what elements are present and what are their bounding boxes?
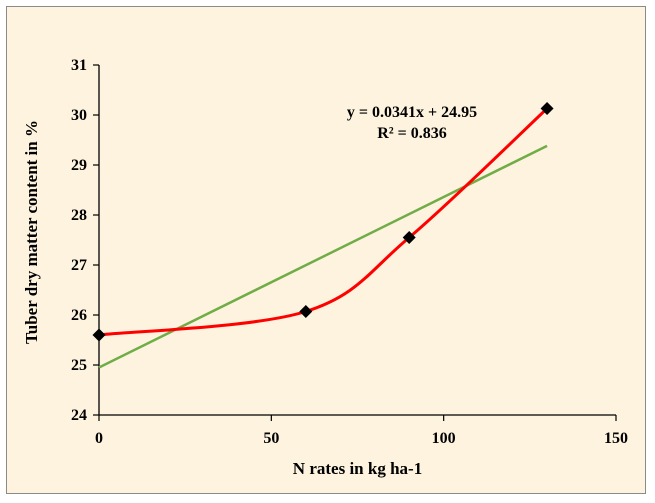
y-tick-label: 26 [71,307,87,324]
data-point-marker [92,328,106,342]
y-tick-label: 31 [71,57,87,74]
y-tick-label: 25 [71,357,87,374]
data-point-marker [540,102,554,115]
series-layer [92,102,554,342]
series-line [98,107,549,337]
x-tick-label: 50 [263,430,279,447]
y-tick-label: 28 [71,207,87,224]
labels-layer: y = 0.0341x + 24.95 R² = 0.836 N rates i… [22,104,477,478]
data-point-marker [402,231,416,244]
x-tick-label: 150 [604,430,628,447]
y-tick-label: 30 [71,107,87,124]
axes: 24 25 26 27 28 29 30 31 0 50 100 150 [71,57,628,447]
x-tick-label: 100 [432,430,456,447]
x-axis-title: N rates in kg ha-1 [293,459,422,478]
trendline-equation: y = 0.0341x + 24.95 [347,104,477,121]
trendline [98,144,548,369]
x-tick-label: 0 [95,430,103,447]
trendline-layer [98,144,548,369]
y-tick-label: 24 [71,407,87,424]
y-tick-label: 29 [71,157,87,174]
data-point-marker [299,305,313,318]
chart-svg: 24 25 26 27 28 29 30 31 0 50 100 150 y = 0.0341x + … [22,57,628,478]
trendline-r-squared: R² = 0.836 [377,125,446,142]
y-tick-label: 27 [71,257,87,274]
chart-area: 24 25 26 27 28 29 30 31 0 50 100 150 y = 0.0341x + … [6,6,646,494]
y-axis-title: Tuber dry matter content in % [22,120,41,344]
